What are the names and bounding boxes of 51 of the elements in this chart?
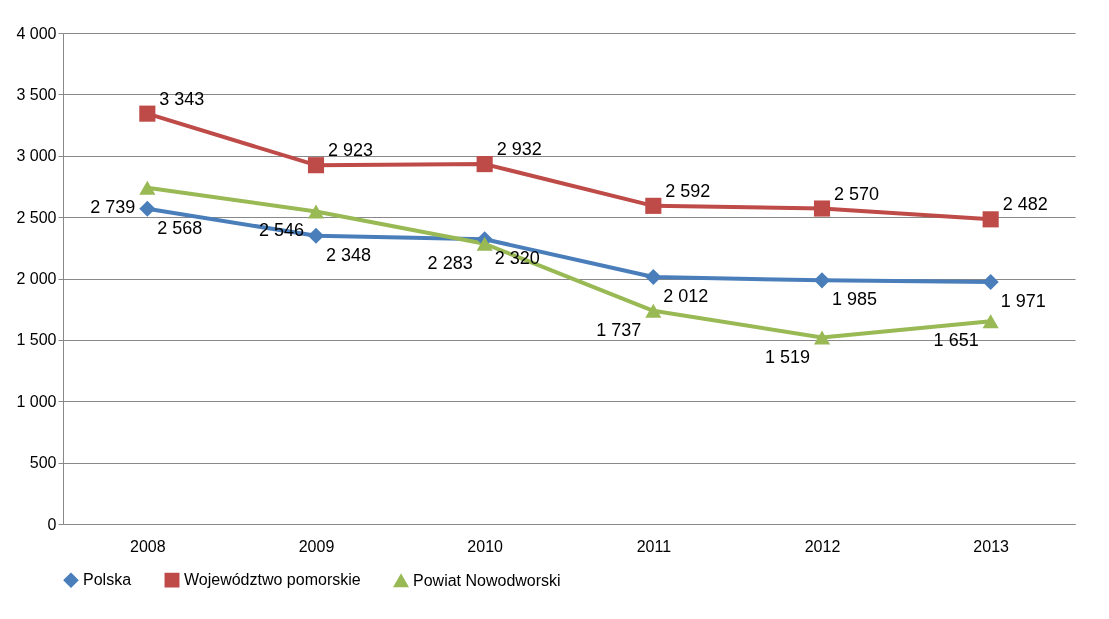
data-label: 1 737: [596, 319, 642, 340]
x-tick-label: 2009: [298, 537, 335, 555]
data-label: 2 482: [1002, 194, 1048, 215]
data-label: 2 012: [663, 286, 709, 307]
y-tick-label: 4 000: [16, 24, 57, 42]
y-tick-label: 1 500: [16, 331, 57, 349]
x-tick-label: 2012: [804, 537, 841, 555]
point: [307, 204, 325, 219]
data-label: 2 348: [326, 244, 372, 265]
y-tick-label: 2 000: [16, 270, 57, 287]
y-tick-label: 0: [47, 515, 57, 533]
x-tick-label: 2010: [467, 537, 504, 555]
y-tick-label: 3 000: [16, 147, 57, 165]
data-label: 2 739: [90, 196, 136, 217]
x-tick-label: 2008: [130, 537, 166, 555]
data-label: 2 592: [665, 180, 711, 201]
y-tick-label: 500: [29, 454, 57, 472]
point: [982, 274, 999, 291]
point: [307, 157, 325, 174]
y-tick-label: 1 000: [16, 392, 57, 410]
point: [813, 330, 831, 345]
point: [476, 156, 493, 173]
y-tick-label: 2 500: [16, 208, 57, 226]
x-tick-label: 2013: [973, 537, 1010, 555]
point: [645, 197, 662, 214]
legend-label: Województwo pomorskie: [184, 571, 361, 589]
point: [813, 200, 831, 217]
data-label: 3 343: [159, 88, 205, 109]
data-label: 2 932: [496, 139, 542, 160]
legend-label: Powiat Nowodworski: [413, 571, 561, 589]
data-label: 2 568: [157, 217, 203, 238]
data-label: 2 923: [328, 140, 374, 161]
point: [139, 180, 156, 195]
data-label: 1 971: [1000, 291, 1046, 312]
point: [645, 303, 662, 318]
legend-label: Polska: [83, 571, 132, 589]
point: [139, 105, 156, 122]
data-label: 1 519: [764, 346, 810, 367]
x-tick-label: 2011: [636, 537, 672, 555]
point: [476, 236, 493, 251]
point: [813, 272, 831, 289]
data-label: 2 283: [427, 252, 473, 273]
data-label: 1 985: [832, 289, 878, 310]
data-label: 1 651: [933, 330, 979, 351]
point: [139, 200, 156, 217]
point: [982, 211, 999, 228]
y-tick-label: 3 500: [16, 85, 57, 103]
point: [982, 314, 999, 329]
data-label: 2 570: [834, 183, 880, 204]
point: [307, 227, 325, 244]
point: [645, 268, 662, 286]
